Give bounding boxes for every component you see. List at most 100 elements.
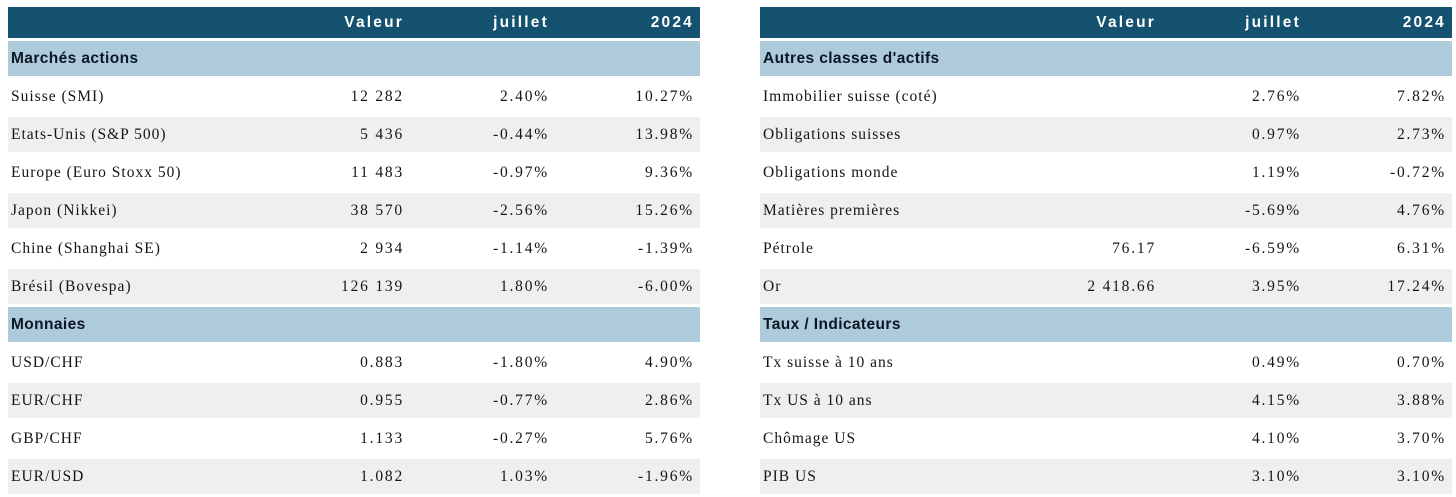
value-juillet: 0.97% bbox=[1162, 117, 1307, 152]
column-header-row: Valeur juillet 2024 bbox=[760, 7, 1452, 38]
value-valeur bbox=[1017, 345, 1162, 380]
table-row: Japon (Nikkei) 38 570 -2.56% 15.26% bbox=[8, 193, 700, 228]
table-row: Obligations monde 1.19% -0.72% bbox=[760, 155, 1452, 190]
section-header-row: Monnaies bbox=[8, 307, 700, 342]
row-label: Europe (Euro Stoxx 50) bbox=[8, 155, 265, 190]
table-row: Or 2 418.66 3.95% 17.24% bbox=[760, 269, 1452, 304]
row-label: EUR/CHF bbox=[8, 383, 265, 418]
row-label: Immobilier suisse (coté) bbox=[760, 79, 1017, 114]
table-row: Immobilier suisse (coté) 2.76% 7.82% bbox=[760, 79, 1452, 114]
value-valeur bbox=[1017, 193, 1162, 228]
value-juillet: 0.49% bbox=[1162, 345, 1307, 380]
value-juillet: 1.19% bbox=[1162, 155, 1307, 190]
table-row: Chômage US 4.10% 3.70% bbox=[760, 421, 1452, 456]
value-y2024: 13.98% bbox=[555, 117, 700, 152]
table-row: Europe (Euro Stoxx 50) 11 483 -0.97% 9.36% bbox=[8, 155, 700, 190]
column-header: juillet bbox=[1162, 7, 1307, 38]
value-valeur bbox=[1017, 79, 1162, 114]
value-juillet: 3.10% bbox=[1162, 459, 1307, 494]
value-valeur: 2 934 bbox=[265, 231, 410, 266]
value-juillet: -0.97% bbox=[410, 155, 555, 190]
row-label: EUR/USD bbox=[8, 459, 265, 494]
value-y2024: 2.86% bbox=[555, 383, 700, 418]
value-valeur: 0.883 bbox=[265, 345, 410, 380]
value-y2024: 5.76% bbox=[555, 421, 700, 456]
row-label: Obligations suisses bbox=[760, 117, 1017, 152]
value-y2024: 6.31% bbox=[1307, 231, 1452, 266]
section-header-row: Taux / Indicateurs bbox=[760, 307, 1452, 342]
corner-cell bbox=[8, 7, 265, 38]
section-header-row: Autres classes d'actifs bbox=[760, 41, 1452, 76]
value-y2024: 0.70% bbox=[1307, 345, 1452, 380]
value-valeur bbox=[1017, 155, 1162, 190]
section-header: Monnaies bbox=[8, 307, 700, 342]
table-row: Tx US à 10 ans 4.15% 3.88% bbox=[760, 383, 1452, 418]
row-label: Japon (Nikkei) bbox=[8, 193, 265, 228]
section-header-row: Marchés actions bbox=[8, 41, 700, 76]
value-juillet: 1.03% bbox=[410, 459, 555, 494]
value-y2024: 7.82% bbox=[1307, 79, 1452, 114]
value-valeur: 38 570 bbox=[265, 193, 410, 228]
row-label: Tx suisse à 10 ans bbox=[760, 345, 1017, 380]
value-juillet: 1.80% bbox=[410, 269, 555, 304]
value-juillet: -0.27% bbox=[410, 421, 555, 456]
value-valeur: 0.955 bbox=[265, 383, 410, 418]
value-valeur: 1.082 bbox=[265, 459, 410, 494]
table-row: PIB US 3.10% 3.10% bbox=[760, 459, 1452, 494]
value-y2024: -0.72% bbox=[1307, 155, 1452, 190]
value-juillet: 4.10% bbox=[1162, 421, 1307, 456]
market-table-right: Valeur juillet 2024 Autres classes d'actifs… bbox=[760, 4, 1452, 497]
value-valeur bbox=[1017, 459, 1162, 494]
section-header: Autres classes d'actifs bbox=[760, 41, 1452, 76]
row-label: Pétrole bbox=[760, 231, 1017, 266]
value-y2024: 3.88% bbox=[1307, 383, 1452, 418]
table-row: Suisse (SMI) 12 282 2.40% 10.27% bbox=[8, 79, 700, 114]
value-juillet: 2.76% bbox=[1162, 79, 1307, 114]
row-label: Chômage US bbox=[760, 421, 1017, 456]
value-y2024: -1.39% bbox=[555, 231, 700, 266]
row-label: Suisse (SMI) bbox=[8, 79, 265, 114]
table-row: Chine (Shanghai SE) 2 934 -1.14% -1.39% bbox=[8, 231, 700, 266]
value-y2024: 17.24% bbox=[1307, 269, 1452, 304]
value-juillet: 2.40% bbox=[410, 79, 555, 114]
value-y2024: 2.73% bbox=[1307, 117, 1452, 152]
value-y2024: 10.27% bbox=[555, 79, 700, 114]
table-row: GBP/CHF 1.133 -0.27% 5.76% bbox=[8, 421, 700, 456]
row-label: Chine (Shanghai SE) bbox=[8, 231, 265, 266]
value-juillet: -1.80% bbox=[410, 345, 555, 380]
value-y2024: 3.70% bbox=[1307, 421, 1452, 456]
table-row: Brésil (Bovespa) 126 139 1.80% -6.00% bbox=[8, 269, 700, 304]
value-valeur: 1.133 bbox=[265, 421, 410, 456]
value-juillet: -2.56% bbox=[410, 193, 555, 228]
value-juillet: -5.69% bbox=[1162, 193, 1307, 228]
value-valeur: 2 418.66 bbox=[1017, 269, 1162, 304]
value-valeur: 12 282 bbox=[265, 79, 410, 114]
table-row: USD/CHF 0.883 -1.80% 4.90% bbox=[8, 345, 700, 380]
value-valeur: 126 139 bbox=[265, 269, 410, 304]
value-y2024: 9.36% bbox=[555, 155, 700, 190]
table-row: Etats-Unis (S&P 500) 5 436 -0.44% 13.98% bbox=[8, 117, 700, 152]
value-y2024: 4.76% bbox=[1307, 193, 1452, 228]
table-row: Matières premières -5.69% 4.76% bbox=[760, 193, 1452, 228]
row-label: Matières premières bbox=[760, 193, 1017, 228]
value-y2024: 15.26% bbox=[555, 193, 700, 228]
row-label: Or bbox=[760, 269, 1017, 304]
value-valeur: 76.17 bbox=[1017, 231, 1162, 266]
column-header: 2024 bbox=[1307, 7, 1452, 38]
value-y2024: 3.10% bbox=[1307, 459, 1452, 494]
table-row: Obligations suisses 0.97% 2.73% bbox=[760, 117, 1452, 152]
value-juillet: -6.59% bbox=[1162, 231, 1307, 266]
value-valeur: 5 436 bbox=[265, 117, 410, 152]
row-label: USD/CHF bbox=[8, 345, 265, 380]
value-valeur bbox=[1017, 421, 1162, 456]
market-table-left: Valeur juillet 2024 Marchés actions Suisse (… bbox=[8, 4, 700, 497]
value-juillet: 4.15% bbox=[1162, 383, 1307, 418]
value-valeur bbox=[1017, 383, 1162, 418]
value-valeur: 11 483 bbox=[265, 155, 410, 190]
table-row: EUR/USD 1.082 1.03% -1.96% bbox=[8, 459, 700, 494]
row-label: Obligations monde bbox=[760, 155, 1017, 190]
column-header-row: Valeur juillet 2024 bbox=[8, 7, 700, 38]
row-label: GBP/CHF bbox=[8, 421, 265, 456]
value-juillet: 3.95% bbox=[1162, 269, 1307, 304]
